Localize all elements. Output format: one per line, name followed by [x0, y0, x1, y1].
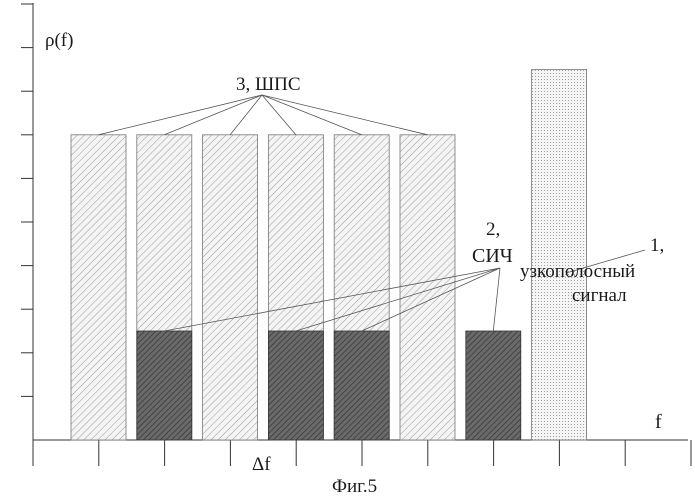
narrowband-line2-label: сигнал [572, 285, 627, 306]
x-axis-label: f [655, 411, 662, 433]
broadband-channel-bar [203, 135, 258, 440]
jammer-leader-line [493, 268, 500, 331]
jammer-bar [137, 331, 192, 440]
jammer-bar [466, 331, 521, 440]
delta-f-label: Δf [252, 454, 271, 475]
jammer-name-label: СИЧ [472, 245, 513, 267]
broadband-leader-line [262, 95, 296, 135]
broadband-leader-line [230, 95, 262, 135]
figure-caption: Фиг.5 [332, 476, 377, 497]
narrowband-signal-bar [532, 69, 587, 440]
jammer-number-label: 2, [486, 219, 500, 240]
y-axis-label: ρ(f) [45, 30, 73, 51]
broadband-leader-line [262, 95, 428, 135]
broadband-leader-line [99, 95, 263, 135]
narrowband-line1-label: узкополосный [520, 261, 635, 282]
broadband-label: 3, ШПС [236, 74, 301, 95]
broadband-leader-line [262, 95, 362, 135]
jammer-bar [268, 331, 323, 440]
broadband-channel-bar [400, 135, 455, 440]
broadband-channel-bar [71, 135, 126, 440]
jammer-bar [334, 331, 389, 440]
jammer-leader-line [296, 268, 500, 331]
narrowband-number-label: 1, [650, 235, 664, 256]
